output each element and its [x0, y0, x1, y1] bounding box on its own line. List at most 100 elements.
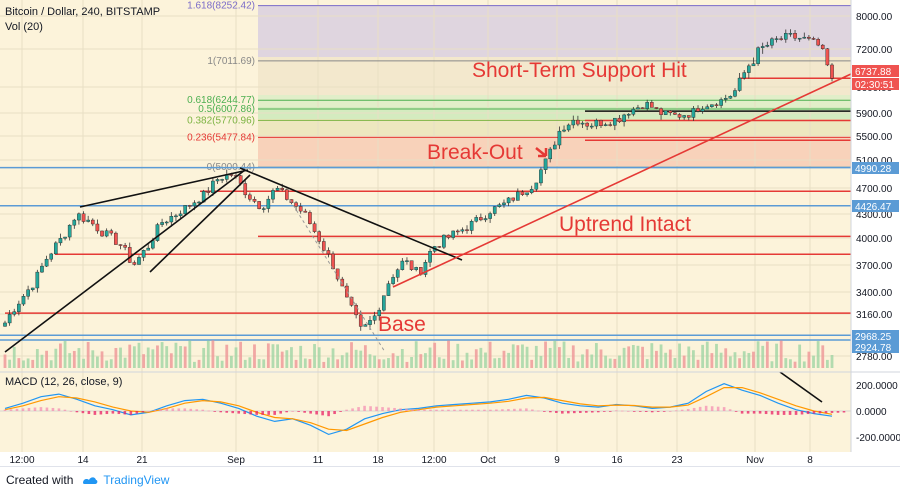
- macd-histogram-bar: [471, 409, 474, 411]
- candle-body: [548, 148, 552, 160]
- support-resistance-lines: [0, 77, 851, 341]
- volume-bar: [100, 351, 104, 368]
- macd-histogram-bar: [225, 411, 229, 413]
- price-tick-label: 4700.00: [856, 184, 893, 195]
- macd-histogram-bar: [267, 411, 270, 415]
- volume-bar: [470, 359, 474, 368]
- tradingview-brand-label: TradingView: [103, 473, 170, 487]
- candle-body: [636, 107, 640, 110]
- candle-body: [294, 202, 298, 207]
- volume-bar: [655, 350, 658, 368]
- macd-histogram-bar: [231, 411, 235, 414]
- volume-bar: [327, 357, 330, 368]
- candle-body: [326, 250, 331, 255]
- volume-bar: [747, 352, 751, 368]
- macd-histogram-bar: [668, 411, 672, 412]
- candle-body: [409, 260, 414, 270]
- macd-histogram-bar: [201, 409, 205, 411]
- price-tick-label: 7200.00: [856, 45, 893, 56]
- price-tick-label: 5500.00: [856, 132, 893, 143]
- candle-body: [751, 63, 756, 67]
- macd-histogram-bar: [513, 408, 516, 411]
- macd-histogram-bar: [722, 407, 726, 411]
- tradingview-link[interactable]: TradingView: [81, 473, 169, 487]
- macd-tick-label: -200.0000: [856, 433, 900, 444]
- macd-histogram-bar: [728, 409, 732, 411]
- volume-bar: [63, 341, 67, 368]
- price-badge-label: 6737.88: [855, 67, 892, 78]
- macd-histogram-bar: [698, 406, 702, 411]
- candle-body: [737, 77, 742, 91]
- candle-body: [728, 96, 733, 99]
- volume-bar: [220, 360, 224, 368]
- time-tick-label: 8: [807, 455, 813, 466]
- volume-bar: [590, 354, 594, 368]
- candle-body: [95, 223, 100, 232]
- time-tick-label: 12:00: [421, 455, 446, 466]
- annotation-break-out: Break-Out: [427, 141, 523, 164]
- macd-histogram-bar: [764, 411, 768, 415]
- volume-bar: [447, 340, 450, 368]
- volume-bar: [280, 351, 284, 368]
- candle-body: [109, 230, 114, 234]
- volume-bar: [114, 347, 118, 368]
- candle-body: [21, 296, 26, 305]
- macd-histogram-bar: [399, 408, 402, 411]
- candle-body: [257, 201, 261, 209]
- macd-histogram-bar: [423, 409, 426, 411]
- volume-bar: [225, 344, 229, 368]
- annotation-short-term-support: Short-Term Support Hit: [472, 59, 687, 82]
- trendline-downtrend: [239, 167, 463, 261]
- macd-histogram-bar: [519, 408, 522, 411]
- trendline-upper-channel: [79, 169, 249, 208]
- candle-body: [345, 285, 349, 298]
- volume-bar: [724, 348, 728, 368]
- candle-body: [137, 257, 141, 265]
- volume-bar: [738, 358, 741, 368]
- volume-bar: [664, 352, 668, 368]
- macd-histogram-bar: [806, 411, 810, 415]
- macd-line-macd: [4, 383, 833, 436]
- macd-histogram-bar: [273, 411, 276, 415]
- candle-body: [511, 197, 516, 201]
- candle-body: [691, 108, 696, 118]
- macd-histogram-bar: [704, 405, 708, 411]
- candle-body: [779, 38, 783, 40]
- fib-zone-1: [258, 57, 851, 95]
- volume-bar: [770, 361, 774, 368]
- time-tick-label: 18: [372, 455, 384, 466]
- time-tick-label: Nov: [746, 455, 764, 466]
- volume-bar: [345, 352, 349, 368]
- trendline-recent-downtrend: [779, 371, 823, 403]
- candle-body: [67, 224, 72, 238]
- macd-histogram-bar: [315, 411, 318, 415]
- price-badge: [852, 162, 899, 174]
- volume-bar: [650, 343, 654, 368]
- candle-body: [811, 38, 816, 40]
- candle-body: [7, 314, 12, 324]
- macd-histogram-bar: [303, 411, 306, 413]
- candle-body: [830, 64, 834, 79]
- candle-body: [312, 223, 317, 232]
- price-tick-label: 4000.00: [856, 234, 893, 245]
- time-tick-label: 14: [77, 455, 89, 466]
- price-badge-label: 2968.25: [855, 332, 892, 343]
- candle-body: [40, 265, 44, 273]
- macd-histogram-bar: [525, 408, 528, 411]
- macd-histogram-bar: [129, 411, 133, 415]
- macd-histogram-bar: [620, 410, 624, 412]
- volume-bar: [239, 341, 243, 368]
- candle-body: [155, 224, 160, 241]
- volume-bar: [391, 353, 395, 368]
- volume-bar: [132, 346, 136, 368]
- macd-histogram-bar: [171, 408, 175, 411]
- macd-histogram-bar: [99, 411, 103, 415]
- volume-bar: [156, 345, 159, 368]
- candle-body: [423, 262, 428, 275]
- volume-bar: [558, 347, 561, 368]
- macd-histogram-bar: [351, 408, 354, 411]
- fib-label: 0.236(5477.84): [187, 132, 255, 143]
- macd-histogram-bar: [794, 411, 798, 415]
- macd-histogram-bar: [93, 411, 97, 415]
- volume-bar: [308, 359, 312, 368]
